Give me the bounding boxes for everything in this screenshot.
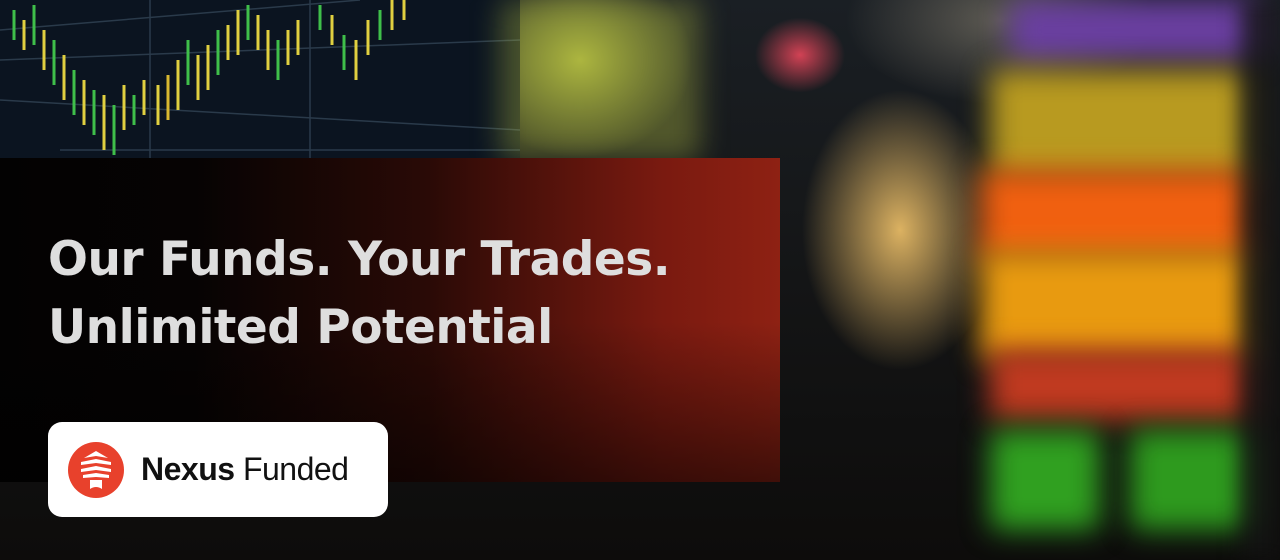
blurred-amber-light	[980, 250, 1250, 360]
trading-chart-background	[0, 0, 521, 175]
brand-card: Nexus Funded	[48, 422, 388, 517]
blurred-purple-light	[1010, 0, 1260, 60]
brand-name: Nexus Funded	[141, 451, 349, 488]
brand-name-bold: Nexus	[141, 451, 235, 487]
blurred-green-light-left	[990, 430, 1100, 530]
brand-name-regular: Funded	[242, 451, 349, 487]
blurred-red-light	[990, 350, 1250, 420]
candlestick-chart-graphic	[0, 0, 521, 175]
blurred-yellow-light	[990, 70, 1250, 180]
headline-line-1: Our Funds. Your Trades.	[48, 232, 671, 287]
blurred-green-light-right	[1130, 430, 1250, 530]
nexus-funded-logo-icon	[68, 441, 124, 498]
blurred-orange-light	[980, 170, 1250, 260]
headline: Our Funds. Your Trades. Unlimited Potent…	[48, 226, 671, 362]
dark-edge	[1240, 0, 1280, 560]
headline-line-2: Unlimited Potential	[48, 300, 553, 355]
blurred-chart-lights	[500, 0, 700, 160]
